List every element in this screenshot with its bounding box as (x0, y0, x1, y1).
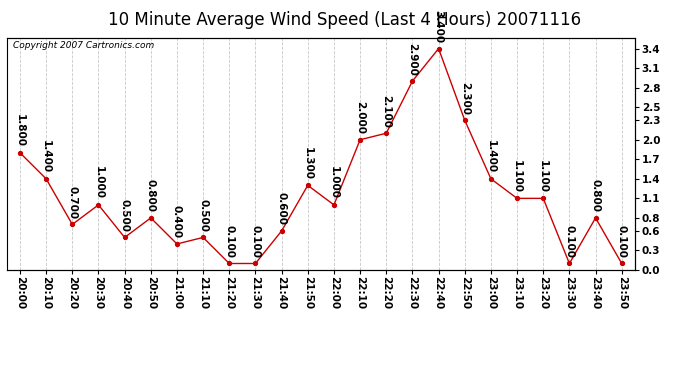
Text: 0.800: 0.800 (146, 179, 156, 212)
Text: 0.600: 0.600 (277, 192, 286, 225)
Text: 0.400: 0.400 (172, 205, 182, 238)
Text: 1.000: 1.000 (93, 166, 104, 200)
Text: 1.100: 1.100 (538, 160, 549, 193)
Text: 0.800: 0.800 (591, 179, 600, 212)
Text: 0.500: 0.500 (198, 199, 208, 232)
Text: 3.400: 3.400 (433, 10, 444, 43)
Text: 0.700: 0.700 (68, 186, 77, 219)
Text: 1.800: 1.800 (15, 114, 25, 147)
Text: 1.400: 1.400 (41, 140, 51, 173)
Text: 1.300: 1.300 (303, 147, 313, 180)
Text: 1.000: 1.000 (329, 166, 339, 200)
Text: 0.100: 0.100 (224, 225, 235, 258)
Text: 0.100: 0.100 (564, 225, 574, 258)
Text: 0.500: 0.500 (119, 199, 130, 232)
Text: 2.900: 2.900 (407, 43, 417, 76)
Text: 0.100: 0.100 (617, 225, 627, 258)
Text: 2.300: 2.300 (460, 82, 470, 115)
Text: 10 Minute Average Wind Speed (Last 4 Hours) 20071116: 10 Minute Average Wind Speed (Last 4 Hou… (108, 11, 582, 29)
Text: Copyright 2007 Cartronics.com: Copyright 2007 Cartronics.com (13, 41, 155, 50)
Text: 1.100: 1.100 (512, 160, 522, 193)
Text: 2.000: 2.000 (355, 101, 365, 134)
Text: 0.100: 0.100 (250, 225, 260, 258)
Text: 2.100: 2.100 (382, 94, 391, 128)
Text: 1.400: 1.400 (486, 140, 496, 173)
